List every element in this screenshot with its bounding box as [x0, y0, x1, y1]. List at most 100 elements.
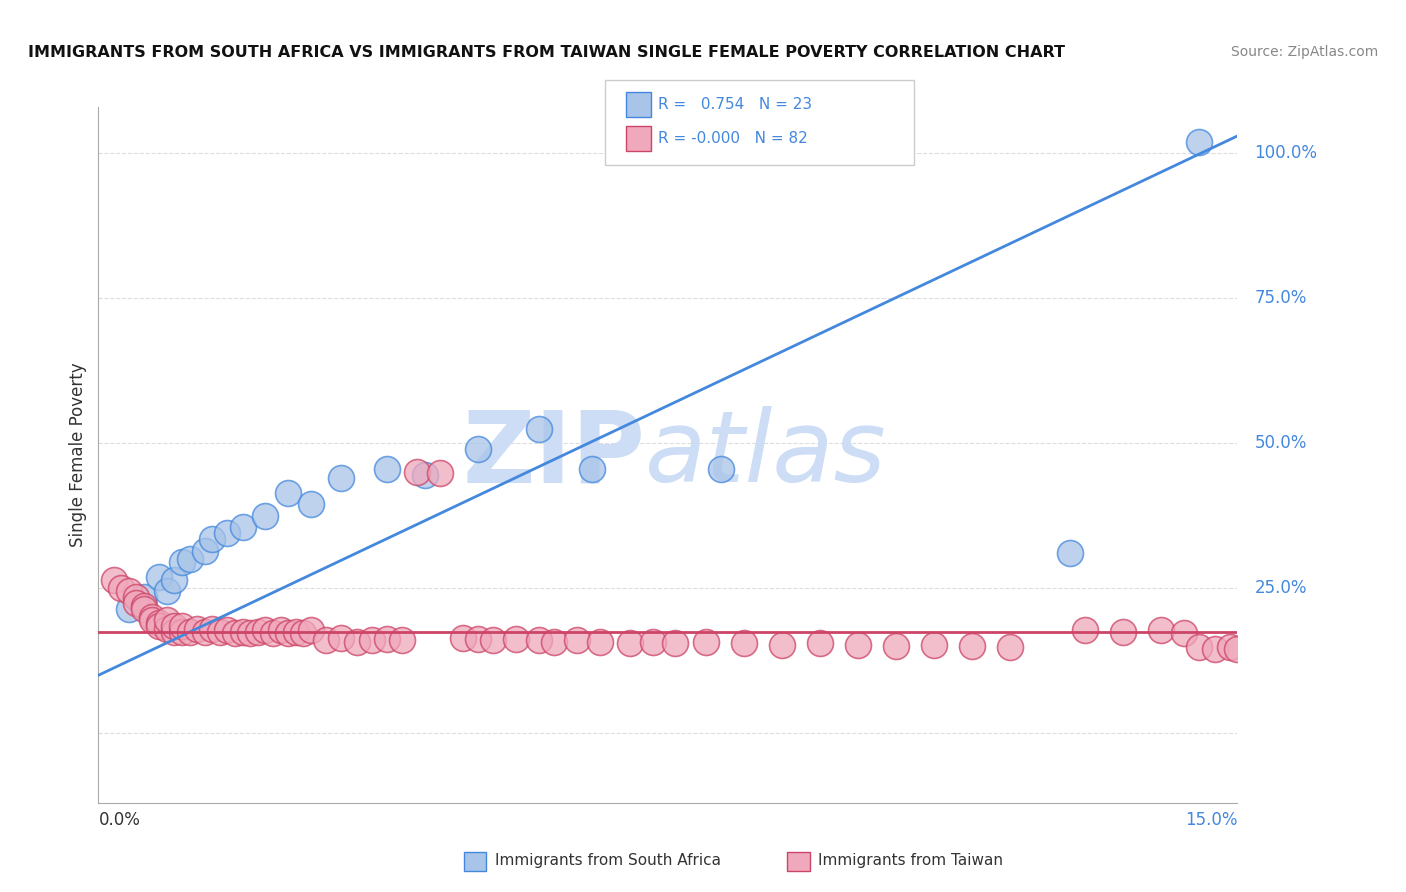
Point [330, 631, 353, 645]
Point [998, 640, 1021, 655]
Point [179, 624, 201, 639]
Point [451, 631, 474, 645]
Point [299, 623, 322, 637]
Point [664, 636, 686, 650]
Text: 25.0%: 25.0% [1254, 579, 1306, 598]
Point [1188, 640, 1211, 655]
Point [246, 624, 269, 639]
Point [132, 601, 155, 615]
Point [1378, 646, 1400, 660]
Point [695, 634, 717, 648]
Point [156, 622, 179, 636]
Point [262, 626, 284, 640]
Point [429, 467, 451, 481]
Point [110, 582, 132, 596]
Point [1173, 626, 1195, 640]
Text: 15.0%: 15.0% [1185, 812, 1237, 830]
Point [413, 468, 436, 483]
Point [125, 590, 148, 604]
Point [505, 632, 527, 647]
Point [808, 636, 831, 650]
Point [277, 626, 299, 640]
Point [299, 497, 322, 511]
Point [163, 619, 186, 633]
Point [186, 622, 208, 636]
Point [148, 570, 170, 584]
Point [163, 624, 186, 639]
Point [1271, 644, 1294, 658]
Point [1188, 135, 1211, 149]
Point [217, 623, 239, 637]
Point [619, 636, 641, 650]
Point [581, 462, 603, 476]
Point [170, 624, 193, 639]
Point [156, 613, 179, 627]
Point [277, 485, 299, 500]
Text: IMMIGRANTS FROM SOUTH AFRICA VS IMMIGRANTS FROM TAIWAN SINGLE FEMALE POVERTY COR: IMMIGRANTS FROM SOUTH AFRICA VS IMMIGRAN… [28, 45, 1066, 60]
Point [194, 543, 217, 558]
Point [141, 610, 163, 624]
Point [770, 638, 793, 652]
Point [1317, 646, 1340, 660]
Point [141, 613, 163, 627]
Point [232, 520, 254, 534]
Text: 100.0%: 100.0% [1254, 145, 1317, 162]
Point [360, 633, 382, 648]
Point [482, 633, 505, 648]
Text: Source: ZipAtlas.com: Source: ZipAtlas.com [1230, 45, 1378, 59]
Point [1059, 546, 1081, 561]
Point [239, 626, 262, 640]
Point [103, 573, 125, 587]
Point [1204, 642, 1226, 657]
Point [467, 632, 489, 647]
Point [1257, 642, 1279, 657]
Point [527, 633, 550, 648]
Text: 50.0%: 50.0% [1254, 434, 1306, 452]
Point [330, 471, 353, 485]
Point [710, 462, 733, 476]
Text: atlas: atlas [645, 407, 887, 503]
Point [201, 622, 224, 636]
Point [217, 526, 239, 541]
Point [1150, 623, 1173, 637]
Point [375, 632, 398, 647]
Text: R = -0.000   N = 82: R = -0.000 N = 82 [658, 131, 808, 145]
Point [201, 532, 224, 546]
Point [391, 633, 413, 648]
Point [922, 638, 945, 652]
Text: Immigrants from Taiwan: Immigrants from Taiwan [818, 854, 1004, 868]
Point [118, 601, 141, 615]
Point [232, 624, 254, 639]
Point [1226, 642, 1249, 657]
Point [1371, 644, 1393, 658]
Point [170, 619, 193, 633]
Point [1074, 623, 1097, 637]
Point [284, 624, 307, 639]
Point [254, 508, 277, 523]
Point [1340, 648, 1362, 662]
Point [467, 442, 489, 456]
Point [1241, 644, 1264, 658]
Point [179, 552, 201, 566]
Point [315, 633, 337, 648]
Point [733, 636, 755, 650]
Text: 75.0%: 75.0% [1254, 289, 1306, 308]
Point [1355, 646, 1378, 660]
Point [1112, 624, 1135, 639]
Point [170, 555, 193, 569]
Point [118, 584, 141, 599]
Point [1333, 645, 1355, 659]
Point [588, 634, 610, 648]
Point [1302, 645, 1324, 659]
Point [194, 624, 217, 639]
Point [254, 623, 277, 637]
Point [884, 639, 907, 653]
Point [148, 619, 170, 633]
Point [125, 596, 148, 610]
Point [224, 626, 246, 640]
Point [527, 422, 550, 436]
Point [156, 584, 179, 599]
Point [132, 599, 155, 613]
Point [270, 623, 292, 637]
Point [1362, 648, 1385, 662]
